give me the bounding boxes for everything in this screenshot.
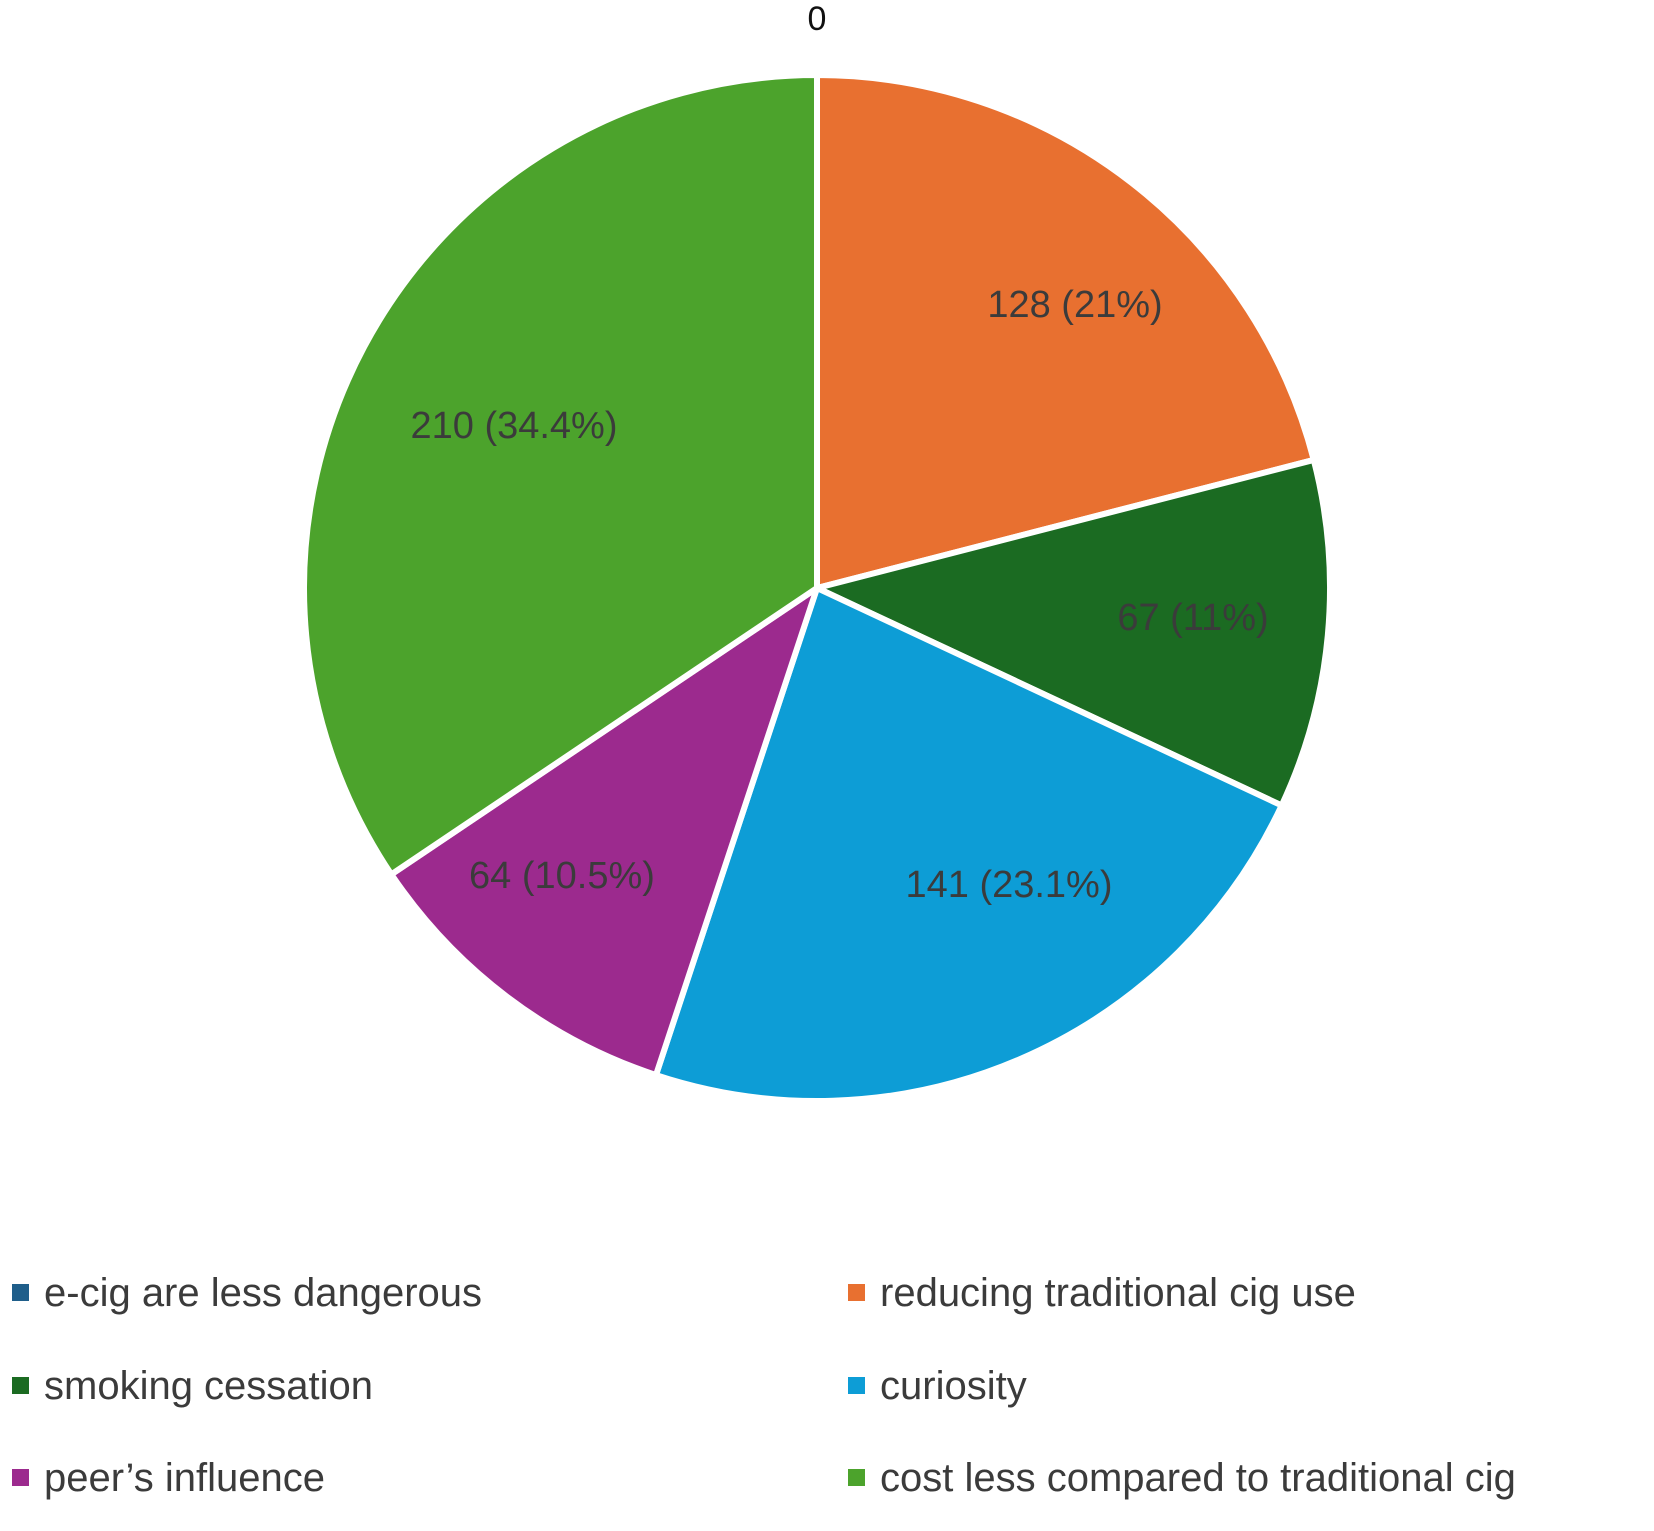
- legend-label: e-cig are less dangerous: [44, 1271, 482, 1315]
- data-label-6: 210 (34.4%): [410, 405, 617, 447]
- legend-label: curiosity: [880, 1364, 1027, 1408]
- data-label-2: 128 (21%): [987, 284, 1162, 326]
- pie-slice-6: [301, 72, 820, 878]
- legend-swatch: [848, 1377, 865, 1394]
- pie-slice-3: [814, 456, 1333, 809]
- pie-slice-4: [652, 585, 1285, 1104]
- legend-label: cost less compared to traditional cig: [880, 1456, 1516, 1500]
- data-label-4: 141 (23.1%): [905, 864, 1112, 906]
- legend-label: smoking cessation: [44, 1364, 373, 1408]
- data-label-5: 64 (10.5%): [469, 855, 655, 897]
- legend-item-3: smoking cessation: [12, 1364, 373, 1408]
- legend-swatch: [848, 1469, 865, 1486]
- legend-item-2: reducing traditional cig use: [848, 1271, 1356, 1315]
- data-label-1: 0: [808, 0, 827, 38]
- legend-swatch: [12, 1469, 29, 1486]
- legend-swatch: [12, 1377, 29, 1394]
- legend-swatch: [12, 1284, 29, 1301]
- legend-swatch: [848, 1284, 865, 1301]
- data-label-3: 67 (11%): [1117, 597, 1268, 639]
- legend-item-1: e-cig are less dangerous: [12, 1271, 482, 1315]
- legend-label: reducing traditional cig use: [880, 1271, 1356, 1315]
- legend: e-cig are less dangerous reducing traditi…: [12, 1271, 1516, 1500]
- pie-slice-5: [388, 585, 820, 1079]
- legend-item-5: peer’s influence: [12, 1456, 325, 1500]
- legend-item-4: curiosity: [848, 1364, 1027, 1408]
- pie-slices: [301, 72, 1333, 1104]
- legend-label: peer’s influence: [44, 1456, 325, 1500]
- pie-slice-2: [814, 72, 1317, 591]
- pie-data-labels: 0 128 (21%) 67 (11%) 141 (23.1%) 64 (10.5%) 2…: [410, 0, 1268, 906]
- legend-item-6: cost less compared to traditional cig: [848, 1456, 1516, 1500]
